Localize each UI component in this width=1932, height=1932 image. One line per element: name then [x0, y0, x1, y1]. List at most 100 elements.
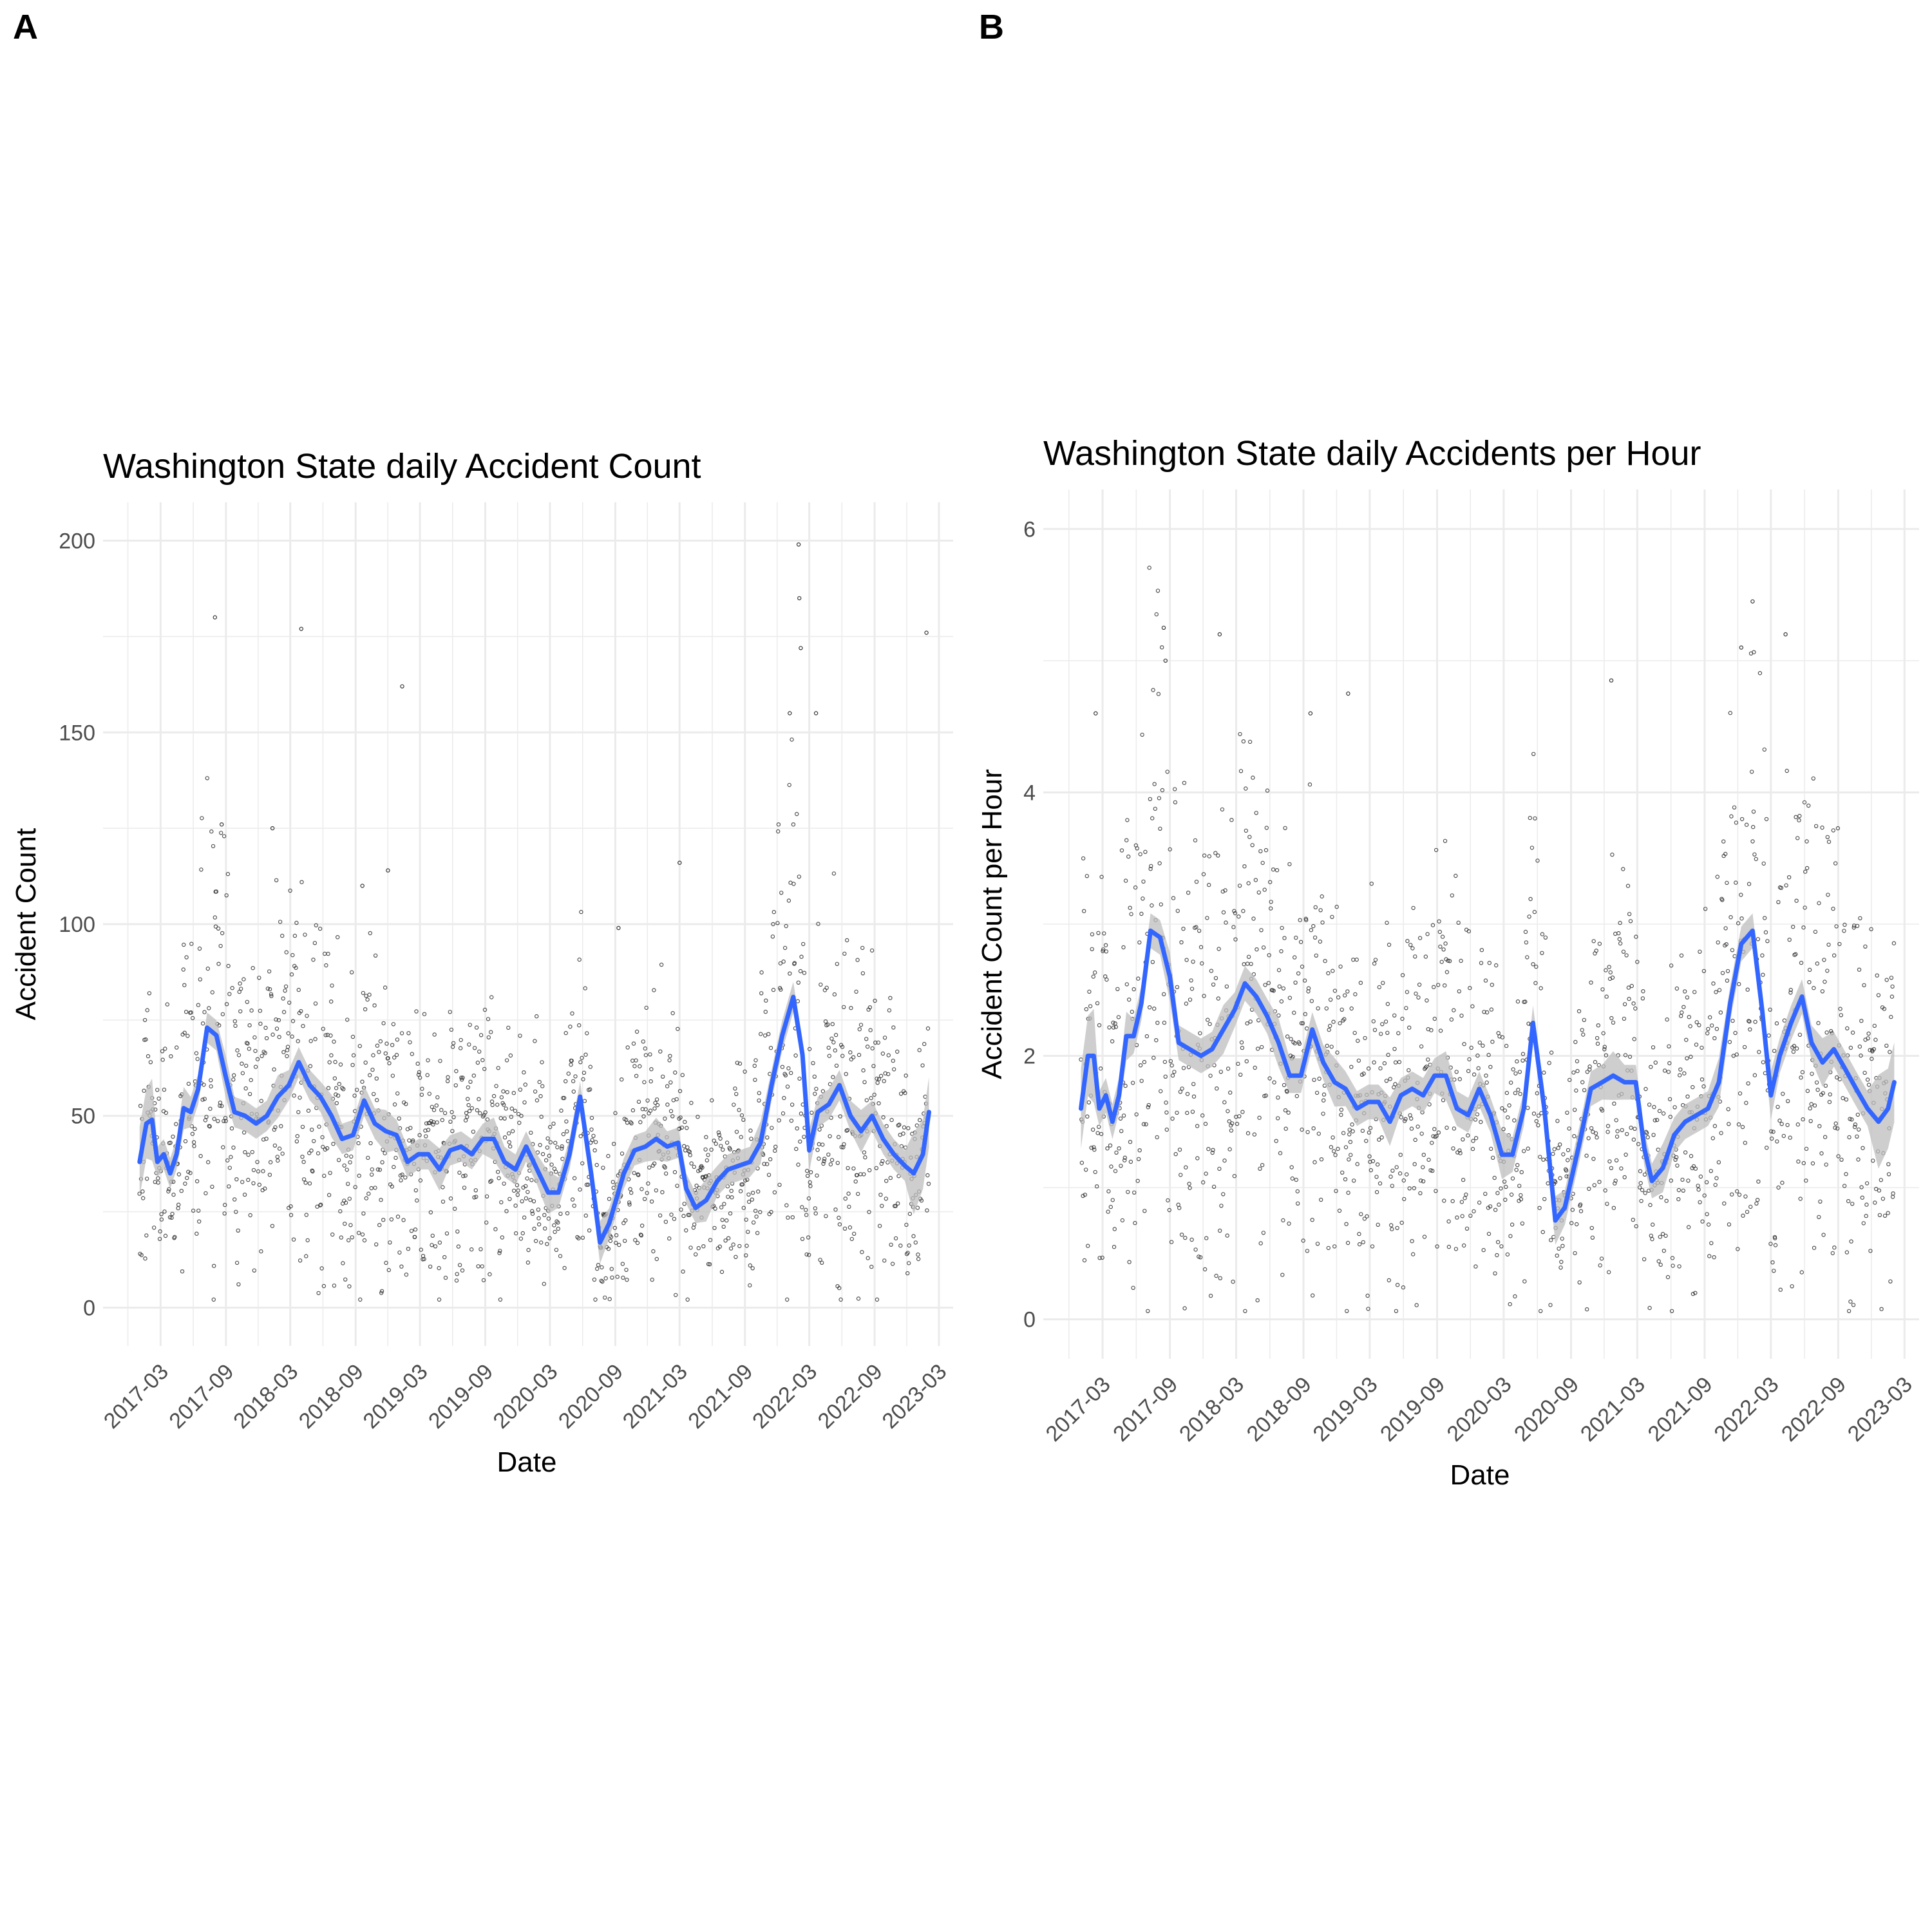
data-point [1287, 1221, 1291, 1226]
data-point [1497, 1202, 1501, 1207]
data-point [1656, 1259, 1661, 1264]
data-point [819, 1260, 824, 1265]
data-point [1166, 1198, 1170, 1203]
data-point [568, 1024, 573, 1029]
data-point [864, 1037, 869, 1041]
data-point [837, 1222, 842, 1227]
data-point [1682, 989, 1687, 994]
data-point [620, 1077, 624, 1082]
data-point [193, 1126, 197, 1132]
data-point [1167, 1208, 1172, 1213]
data-point [1317, 1076, 1321, 1081]
data-point [672, 1170, 677, 1175]
data-point [1204, 1236, 1209, 1240]
data-point [299, 880, 304, 884]
data-point [1842, 922, 1847, 927]
data-point [682, 1202, 687, 1206]
data-point [1534, 1119, 1539, 1124]
data-point [1104, 949, 1109, 954]
data-point [1647, 1103, 1652, 1107]
data-point [328, 1033, 333, 1038]
data-point [1359, 1212, 1363, 1217]
data-point [558, 1211, 563, 1217]
data-point [1631, 1217, 1635, 1222]
data-point [884, 1124, 889, 1128]
data-point [1739, 817, 1745, 822]
data-point [559, 1108, 564, 1113]
panel-b-tag: B [979, 8, 1004, 46]
data-point [1808, 1106, 1812, 1111]
data-point [1600, 1108, 1605, 1113]
data-point [620, 1151, 625, 1156]
data-point [1672, 1105, 1677, 1110]
data-point [621, 1220, 626, 1226]
data-point [1540, 1229, 1545, 1235]
data-point [1211, 1184, 1217, 1189]
data-point [1730, 1018, 1735, 1023]
data-point [1295, 1189, 1300, 1194]
data-point [1421, 1179, 1426, 1184]
data-point [1229, 1128, 1234, 1133]
data-point [1144, 1122, 1148, 1127]
data-point [287, 1000, 292, 1005]
data-point [815, 1148, 820, 1152]
data-point [448, 1196, 453, 1201]
data-point [816, 922, 820, 926]
data-point [218, 1100, 223, 1105]
data-point [904, 1073, 908, 1078]
data-point [1182, 781, 1187, 785]
data-point [1584, 1307, 1589, 1312]
outlier-point [788, 711, 792, 715]
data-point [1762, 916, 1767, 920]
data-point [813, 1206, 818, 1211]
data-point [1619, 1166, 1624, 1171]
data-point [472, 1195, 477, 1200]
data-point [1390, 1184, 1394, 1188]
data-point [1564, 1168, 1569, 1173]
data-point [1238, 732, 1242, 737]
data-point [749, 1137, 753, 1141]
data-point [654, 1097, 659, 1102]
data-point [304, 1254, 308, 1258]
data-point [768, 1045, 773, 1050]
data-point [1082, 1258, 1087, 1263]
data-point [1468, 1213, 1473, 1218]
data-point [1534, 964, 1539, 969]
data-point [1219, 1204, 1224, 1208]
data-point [806, 1196, 811, 1201]
data-point [290, 952, 295, 958]
data-point [1855, 1112, 1860, 1117]
data-point [1095, 1001, 1100, 1006]
data-point [1279, 999, 1284, 1004]
data-point [272, 1127, 276, 1132]
x-tick-label: 2020-09 [554, 1359, 628, 1434]
data-point [1204, 1171, 1208, 1176]
data-point [837, 1215, 841, 1220]
data-point [1734, 1189, 1739, 1194]
data-point [1237, 884, 1242, 888]
data-point [269, 994, 274, 998]
data-point [1106, 1189, 1111, 1194]
data-point [1533, 816, 1537, 821]
data-point [1595, 1036, 1600, 1041]
data-point [246, 1177, 251, 1182]
data-point [142, 1088, 146, 1093]
data-point [1709, 1241, 1714, 1245]
data-point [1216, 853, 1220, 858]
data-point [1267, 1076, 1272, 1081]
data-point [806, 1235, 811, 1240]
data-point [1677, 1264, 1681, 1269]
data-point [455, 1229, 460, 1234]
data-point [1727, 1039, 1732, 1045]
data-point [1184, 1001, 1189, 1006]
data-point [235, 1048, 240, 1053]
data-point [579, 909, 583, 914]
data-point [330, 1232, 335, 1237]
data-point [163, 1046, 167, 1051]
data-point [1347, 1132, 1352, 1137]
data-point [1084, 874, 1090, 878]
data-point [1707, 1015, 1712, 1019]
data-point [617, 1242, 621, 1247]
data-point [1136, 1157, 1141, 1162]
data-point [419, 1247, 424, 1252]
